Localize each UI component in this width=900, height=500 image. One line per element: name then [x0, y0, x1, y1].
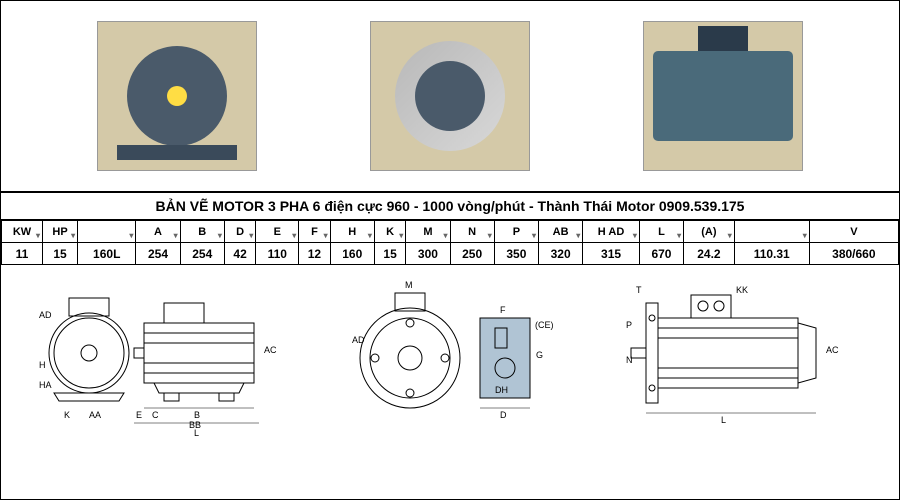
- col-current: (A)▾: [684, 221, 735, 243]
- svg-text:N: N: [626, 355, 633, 365]
- motor-flange-graphic: [395, 41, 505, 151]
- table-header-row: KW▾ HP▾ ▾ A▾ B▾ D▾ E▾ F▾ H▾ K▾ M▾ N▾ P▾ …: [2, 221, 899, 243]
- filter-icon[interactable]: ▾: [174, 231, 178, 240]
- filter-icon[interactable]: ▾: [677, 231, 681, 240]
- val-ab: 320: [539, 243, 583, 265]
- svg-text:F: F: [500, 305, 506, 315]
- svg-text:E: E: [136, 410, 142, 420]
- col-b: B▾: [180, 221, 224, 243]
- svg-text:DH: DH: [495, 385, 508, 395]
- svg-text:H: H: [39, 360, 46, 370]
- filter-icon[interactable]: ▾: [576, 231, 580, 240]
- val-d: 42: [224, 243, 255, 265]
- val-kw: 11: [2, 243, 43, 265]
- col-m: M▾: [406, 221, 450, 243]
- val-h: 160: [330, 243, 374, 265]
- motor-photo-side: [643, 21, 803, 171]
- col-ab: AB▾: [539, 221, 583, 243]
- val-p: 350: [494, 243, 538, 265]
- col-hp: HP▾: [42, 221, 77, 243]
- col-p: P▾: [494, 221, 538, 243]
- col-had: H AD▾: [583, 221, 640, 243]
- col-v: V: [809, 221, 898, 243]
- col-n: N▾: [450, 221, 494, 243]
- filter-icon[interactable]: ▾: [218, 231, 222, 240]
- filter-icon[interactable]: ▾: [292, 231, 296, 240]
- filter-icon[interactable]: ▾: [728, 231, 732, 240]
- filter-icon[interactable]: ▾: [444, 231, 448, 240]
- svg-text:P: P: [626, 320, 632, 330]
- technical-diagram-row: AD H HA K AA B BB L E C AC: [1, 265, 899, 450]
- svg-text:AA: AA: [89, 410, 101, 420]
- col-d: D▾: [224, 221, 255, 243]
- svg-text:AD: AD: [352, 335, 365, 345]
- filter-icon[interactable]: ▾: [71, 231, 75, 240]
- col-f: F▾: [299, 221, 330, 243]
- filter-icon[interactable]: ▾: [633, 231, 637, 240]
- svg-text:B: B: [194, 410, 200, 420]
- spec-table: KW▾ HP▾ ▾ A▾ B▾ D▾ E▾ F▾ H▾ K▾ M▾ N▾ P▾ …: [1, 220, 899, 265]
- spec-title: BẢN VẼ MOTOR 3 PHA 6 điện cực 960 - 1000…: [1, 191, 899, 220]
- svg-text:L: L: [194, 428, 199, 438]
- filter-icon[interactable]: ▾: [129, 231, 133, 240]
- val-frame: 160L: [78, 243, 136, 265]
- col-kw: KW▾: [2, 221, 43, 243]
- motor-shaft-graphic: [167, 86, 187, 106]
- filter-icon[interactable]: ▾: [249, 231, 253, 240]
- table-data-row: 11 15 160L 254 254 42 110 12 160 15 300 …: [2, 243, 899, 265]
- col-l: L▾: [639, 221, 683, 243]
- svg-text:T: T: [636, 285, 642, 295]
- filter-icon[interactable]: ▾: [488, 231, 492, 240]
- svg-text:K: K: [64, 410, 70, 420]
- motor-body-graphic: [127, 46, 227, 146]
- motor-base-graphic: [117, 145, 237, 160]
- val-a: 254: [136, 243, 180, 265]
- motor-photo-front: [97, 21, 257, 171]
- col-extra: ▾: [734, 221, 809, 243]
- filter-icon[interactable]: ▾: [532, 231, 536, 240]
- val-l: 670: [639, 243, 683, 265]
- svg-text:L: L: [721, 415, 726, 425]
- filter-icon[interactable]: ▾: [803, 231, 807, 240]
- col-h: H▾: [330, 221, 374, 243]
- svg-text:G: G: [536, 350, 543, 360]
- motor-photo-flange: [370, 21, 530, 171]
- motor-side-graphic: [653, 51, 793, 141]
- svg-text:KK: KK: [736, 285, 748, 295]
- filter-icon[interactable]: ▾: [324, 231, 328, 240]
- val-e: 110: [256, 243, 299, 265]
- val-k: 15: [374, 243, 405, 265]
- col-k: K▾: [374, 221, 405, 243]
- val-had: 315: [583, 243, 640, 265]
- motor-terminal-graphic: [698, 26, 748, 51]
- val-f: 12: [299, 243, 330, 265]
- svg-text:(CE): (CE): [535, 320, 554, 330]
- filter-icon[interactable]: ▾: [399, 231, 403, 240]
- svg-text:M: M: [405, 280, 413, 290]
- val-n: 250: [450, 243, 494, 265]
- svg-text:D: D: [500, 410, 507, 420]
- val-v: 380/660: [809, 243, 898, 265]
- col-a: A▾: [136, 221, 180, 243]
- val-hp: 15: [42, 243, 77, 265]
- diagram-mounting-view: T KK P N AC L: [598, 273, 874, 443]
- filter-icon[interactable]: ▾: [36, 231, 40, 240]
- diagram-side-view: AD H HA K AA B BB L E C AC: [26, 273, 302, 443]
- diagram-flange-view: M AD F G DH D (CE): [312, 273, 588, 443]
- product-photo-row: [1, 1, 899, 191]
- filter-icon[interactable]: ▾: [368, 231, 372, 240]
- val-m: 300: [406, 243, 450, 265]
- val-current: 24.2: [684, 243, 735, 265]
- val-extra: 110.31: [734, 243, 809, 265]
- val-b: 254: [180, 243, 224, 265]
- svg-text:AD: AD: [39, 310, 52, 320]
- svg-text:AC: AC: [264, 345, 277, 355]
- svg-text:C: C: [152, 410, 159, 420]
- svg-text:AC: AC: [826, 345, 839, 355]
- col-frame: ▾: [78, 221, 136, 243]
- svg-text:HA: HA: [39, 380, 52, 390]
- col-e: E▾: [256, 221, 299, 243]
